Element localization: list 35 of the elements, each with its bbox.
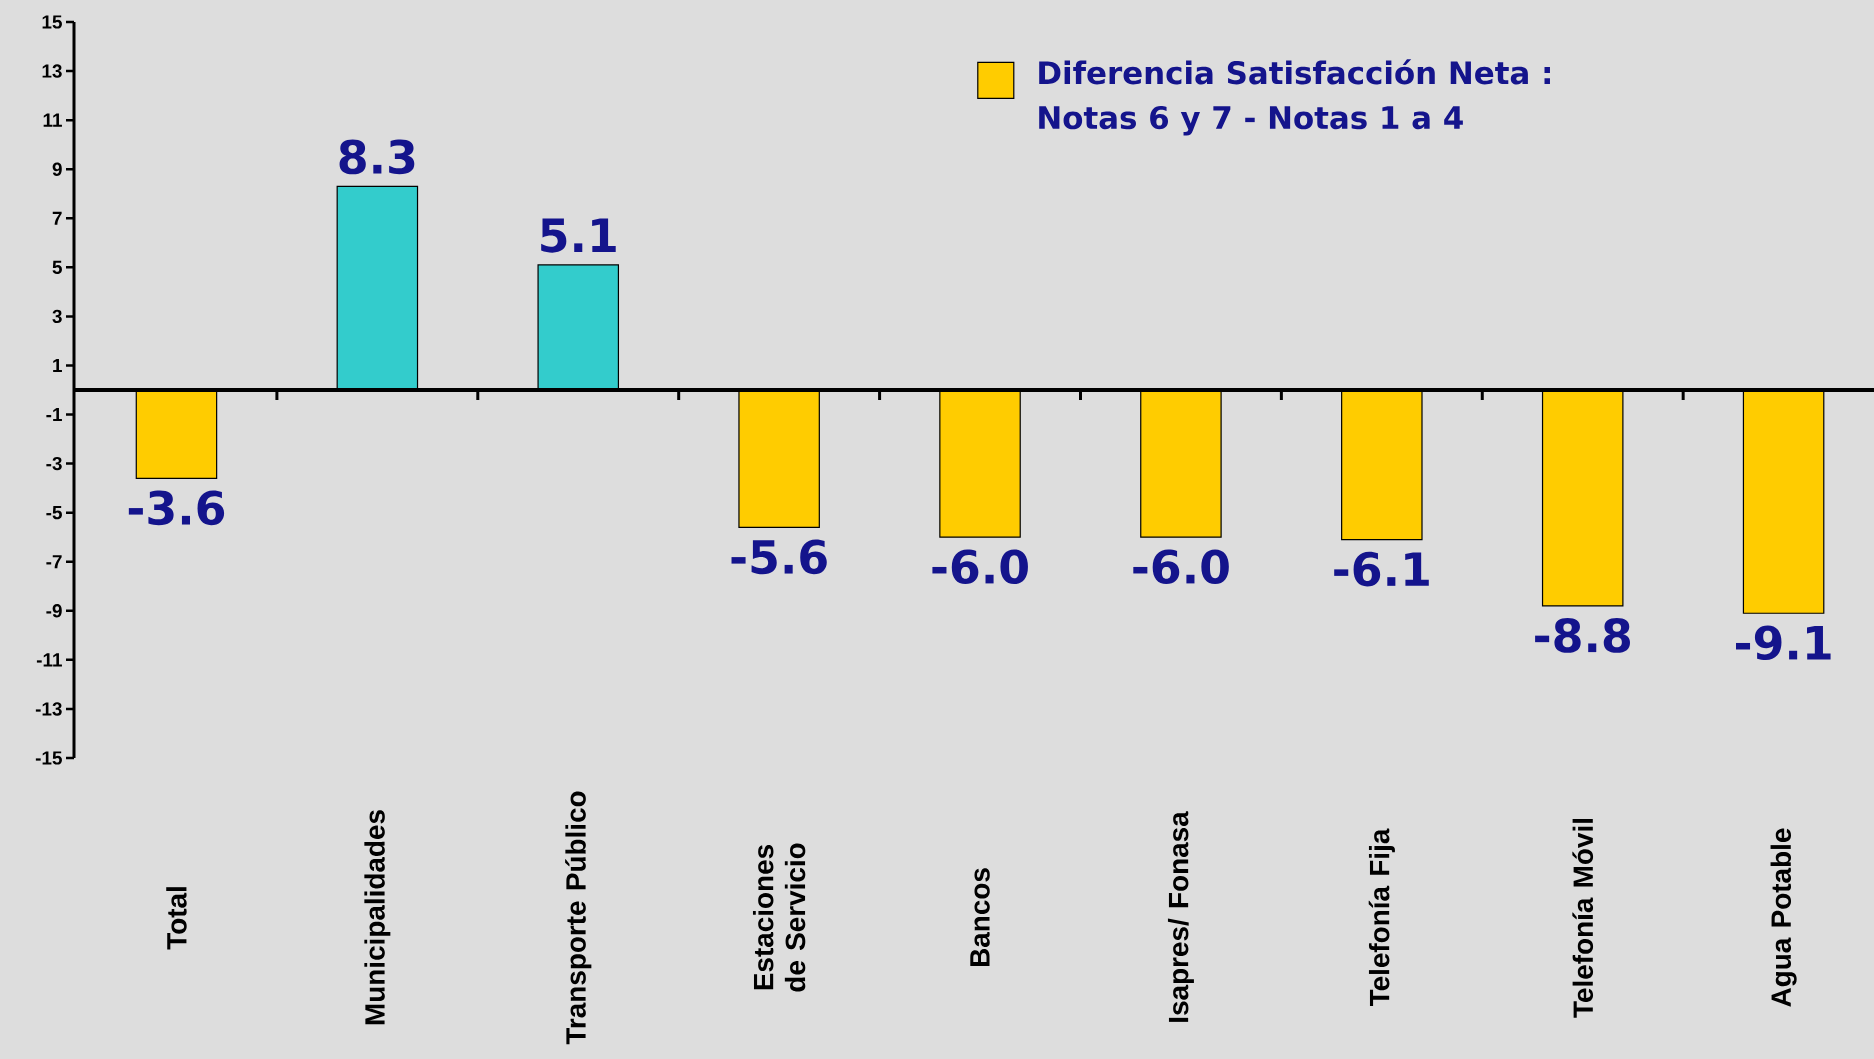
data-label: -3.6 — [128, 490, 225, 526]
data-label: -6.0 — [932, 549, 1028, 585]
y-tick-label: 5 — [52, 260, 62, 274]
y-tick-label: -11 — [36, 653, 62, 667]
x-tick-label: Estaciones de Servicio — [752, 843, 806, 992]
y-tick-label: -3 — [46, 456, 62, 471]
data-label: -5.6 — [731, 539, 827, 575]
x-tick-label: Agua Potable — [1770, 828, 1797, 1007]
y-tick-label: 13 — [42, 64, 62, 78]
data-label: -9.1 — [1735, 625, 1831, 661]
x-tick-label: Isapres/ Fonasa — [1167, 811, 1194, 1022]
y-tick-label: 3 — [52, 309, 62, 324]
legend-label: Diferencia Satisfacción Neta : Notas 6 y 7 - Notas 1 a 4 — [1039, 59, 1550, 136]
y-tick-label: -7 — [46, 555, 62, 569]
x-tick-label: Bancos — [970, 868, 990, 967]
y-tick-label: 9 — [52, 162, 62, 176]
data-label: -6.1 — [1334, 551, 1429, 587]
x-tick-label: Telefonía Fija — [1368, 828, 1395, 1007]
y-tick-label: 11 — [43, 113, 62, 127]
data-label: 5.1 — [541, 218, 616, 253]
data-label: 8.3 — [339, 139, 415, 175]
y-tick-label: 7 — [52, 211, 62, 225]
y-tick-label: 1 — [53, 358, 62, 372]
y-tick-label: -1 — [46, 408, 62, 422]
data-label: -8.8 — [1535, 618, 1630, 653]
x-tick-label: Municipalidades — [364, 810, 391, 1025]
y-tick-label: -5 — [46, 506, 62, 520]
data-label: -6.0 — [1133, 549, 1229, 585]
y-tick-label: -15 — [35, 751, 62, 765]
y-tick-label: -13 — [35, 702, 62, 716]
x-tick-label: Total — [166, 887, 187, 950]
x-tick-label: Telefonía Móvil — [1572, 819, 1594, 1018]
x-tick-label: Transporte Público — [565, 791, 592, 1045]
y-tick-label: -9 — [46, 604, 62, 618]
y-tick-label: 15 — [42, 15, 62, 29]
